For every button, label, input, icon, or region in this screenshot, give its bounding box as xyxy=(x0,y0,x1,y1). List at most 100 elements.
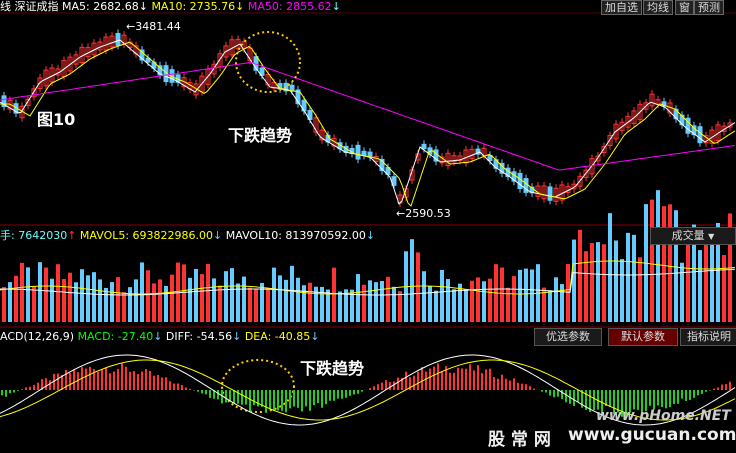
volume-bar xyxy=(302,285,306,322)
add-watchlist-button[interactable]: 加自选 xyxy=(601,0,642,15)
price-candle xyxy=(673,108,679,120)
optimal-params-button[interactable]: 优选参数 xyxy=(534,328,602,346)
price-candle xyxy=(649,93,655,107)
price-candle xyxy=(625,115,631,128)
price-candle xyxy=(661,101,667,107)
highlight-ellipse-price xyxy=(235,31,301,93)
default-params-button[interactable]: 默认参数 xyxy=(608,328,678,346)
volume-bar xyxy=(266,288,270,322)
volume-bar xyxy=(224,271,228,322)
volume-bar xyxy=(452,289,456,322)
volume-bar xyxy=(608,213,612,322)
volume-bar xyxy=(722,255,726,322)
volume-bar xyxy=(248,287,252,322)
ma10-arrow: ↓ xyxy=(235,0,245,13)
volume-legend: 手: 7642030↑ MAVOL5: 693822986.00↓ MAVOL1… xyxy=(0,229,375,243)
price-candle xyxy=(103,36,109,51)
price-candle xyxy=(295,89,301,105)
price-candle xyxy=(271,81,277,89)
price-candle xyxy=(445,152,451,167)
price-candle xyxy=(631,110,637,125)
volume-bar xyxy=(272,267,276,322)
window-button[interactable]: 窗 xyxy=(675,0,694,15)
price-candle xyxy=(541,185,547,200)
volume-bar xyxy=(584,251,588,322)
volume-bar xyxy=(326,289,330,322)
volume-bar xyxy=(38,262,42,322)
macd-trend-label: 下跌趋势 xyxy=(300,359,365,378)
volume-bar xyxy=(368,280,372,322)
price-candle xyxy=(679,114,685,126)
price-candle xyxy=(685,117,691,134)
volume-bar xyxy=(482,281,486,322)
volume-bar xyxy=(680,262,684,322)
forecast-button[interactable]: 预测 xyxy=(694,0,724,15)
volume-bar xyxy=(260,282,264,322)
volume-bar xyxy=(344,289,348,322)
volume-hand-arrow: ↑ xyxy=(67,229,77,242)
volume-bar xyxy=(566,264,570,322)
price-candle xyxy=(259,67,265,76)
volume-bar xyxy=(392,286,396,322)
diff-line xyxy=(0,354,736,426)
price-candle xyxy=(139,49,145,61)
volume-indicator-dropdown[interactable]: 成交量 ▼ xyxy=(650,227,736,245)
volume-bar xyxy=(656,190,660,322)
volume-hand: 手: 7642030 xyxy=(0,229,68,242)
chevron-down-icon: ▼ xyxy=(708,232,715,241)
volume-bar xyxy=(314,286,318,322)
moving-average-button[interactable]: 均线 xyxy=(643,0,673,15)
price-candle xyxy=(697,126,703,144)
volume-bar xyxy=(632,234,636,322)
volume-bar xyxy=(440,269,444,322)
volume-bar xyxy=(362,284,366,322)
volume-bar xyxy=(164,285,168,322)
volume-bar xyxy=(374,282,378,322)
volume-bar xyxy=(8,282,12,322)
price-candle xyxy=(715,124,721,142)
price-candle xyxy=(595,155,601,162)
volume-bar xyxy=(230,268,234,322)
price-candle xyxy=(601,146,607,153)
volume-bar xyxy=(692,224,696,322)
volume-bar xyxy=(134,279,138,322)
volume-bar xyxy=(296,277,300,322)
volume-bar xyxy=(320,286,324,322)
macd-value: MACD: -27.40 xyxy=(77,330,154,343)
dea-value: DEA: -40.85 xyxy=(244,330,311,343)
mavol5-arrow: ↓ xyxy=(213,229,223,242)
ma50-line xyxy=(0,62,736,171)
volume-bar xyxy=(428,286,432,322)
price-trend-label: 下跌趋势 xyxy=(228,126,293,145)
ma50-arrow: ↓ xyxy=(331,0,341,13)
volume-bar xyxy=(278,275,282,322)
volume-bar xyxy=(122,291,126,322)
volume-bar xyxy=(182,264,186,322)
macd-arrow: ↓ xyxy=(153,330,163,343)
volume-bar xyxy=(674,210,678,322)
price-candle xyxy=(379,158,385,172)
volume-bar xyxy=(242,276,246,322)
price-candle xyxy=(451,155,457,163)
ma5-line xyxy=(0,39,736,205)
price-candle xyxy=(553,187,559,202)
volume-bar xyxy=(290,265,294,322)
volume-bar xyxy=(560,284,564,322)
indicator-help-button[interactable]: 指标说明 xyxy=(680,328,736,346)
mavol5-line xyxy=(0,260,736,295)
price-candle xyxy=(571,183,577,190)
volume-bar xyxy=(350,289,354,322)
watermark-phome: www.pHome.NET xyxy=(596,408,731,424)
volume-bar xyxy=(116,277,120,322)
volume-bar xyxy=(620,259,624,322)
figure-label: 图10 xyxy=(37,110,76,129)
volume-bar xyxy=(26,267,30,322)
highlight-ellipse-macd xyxy=(221,359,295,413)
price-candle xyxy=(109,35,115,48)
volume-bar xyxy=(626,232,630,322)
price-candle xyxy=(145,57,151,63)
price-candle xyxy=(157,65,163,76)
price-candle xyxy=(313,117,319,133)
dea-arrow: ↓ xyxy=(310,330,320,343)
